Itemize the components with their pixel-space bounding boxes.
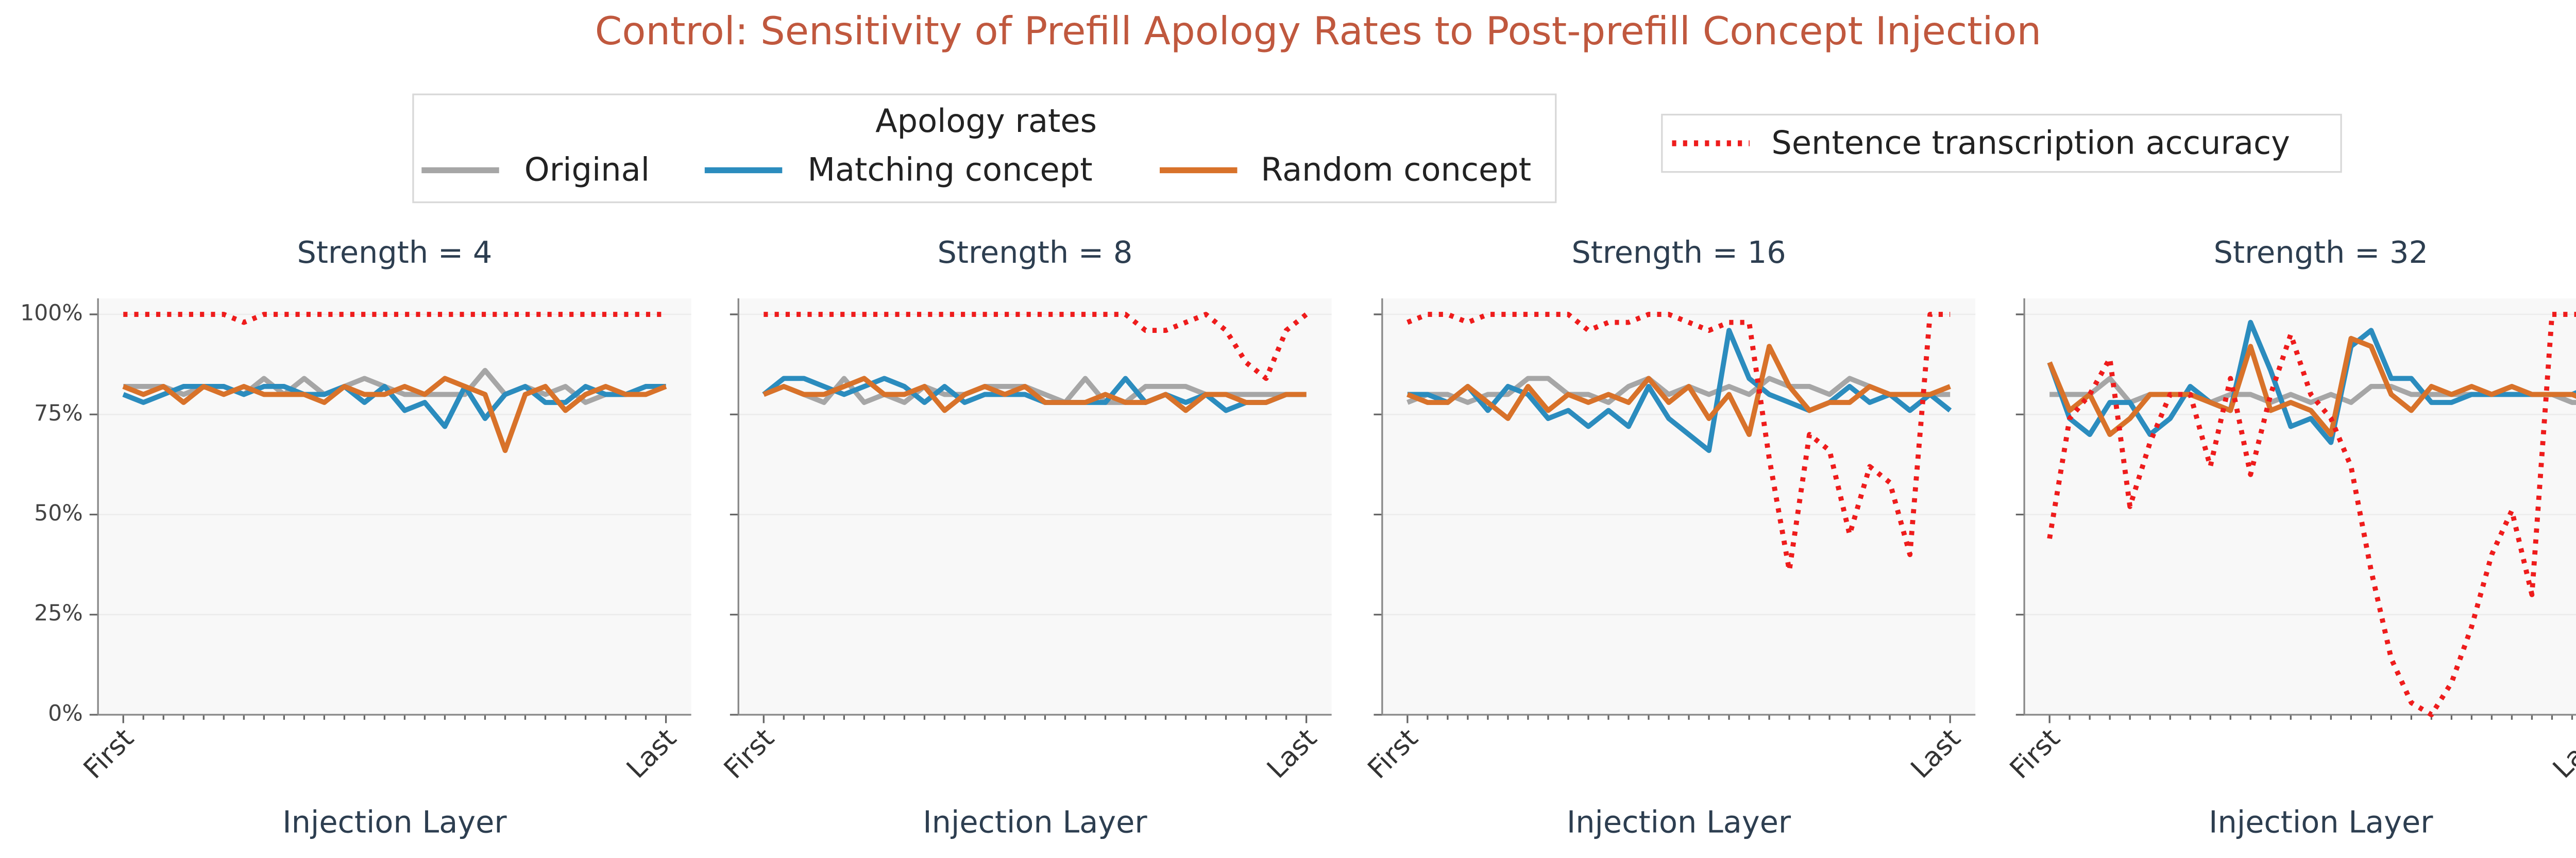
legend-label: Original (524, 151, 650, 189)
y-tick-label: 50% (34, 501, 83, 526)
x-tick-label: Last (621, 722, 683, 784)
x-axis-label: Injection Layer (923, 804, 1147, 840)
legend-box (412, 93, 1557, 204)
x-tick-label: First (718, 722, 780, 785)
panel-title: Strength = 4 (297, 234, 492, 270)
panel-title: Strength = 16 (1571, 234, 1786, 270)
series-line (1406, 376, 1951, 405)
plot-background (2024, 298, 2576, 715)
accuracy-line (123, 312, 666, 325)
series-line (122, 376, 667, 453)
y-tick-label: 25% (34, 601, 83, 626)
legend-title: Apology rates (875, 102, 1097, 140)
legend-label: Random concept (1261, 151, 1531, 189)
series-line (122, 383, 666, 429)
x-tick-label: Last (1261, 722, 1323, 784)
series-line (762, 376, 1307, 413)
x-tick-label: Last (1905, 722, 1967, 784)
legend-label: Sentence transcription accuracy (1771, 124, 2290, 161)
panel-title: Strength = 32 (2214, 234, 2428, 270)
panel-title: Strength = 8 (937, 234, 1132, 270)
legend-label: Matching concept (807, 151, 1092, 189)
x-tick-label: Last (2547, 722, 2576, 784)
x-tick-label: First (77, 722, 140, 785)
y-tick-label: 0% (48, 701, 82, 726)
plot-background (98, 298, 691, 715)
plot-background (738, 298, 1332, 715)
plot-background (1382, 298, 1976, 715)
y-tick-label: 75% (34, 401, 83, 426)
legend-box (1661, 113, 2342, 173)
x-axis-label: Injection Layer (2209, 804, 2433, 840)
y-tick-label: 100% (20, 301, 83, 326)
accuracy-line (2047, 312, 2576, 717)
chart-title: Control: Sensitivity of Prefill Apology … (595, 8, 2041, 54)
series-line (762, 376, 1307, 413)
x-axis-label: Injection Layer (282, 804, 507, 840)
accuracy-line (764, 312, 1308, 381)
x-tick-label: First (1362, 722, 1424, 785)
series-line (2047, 319, 2576, 445)
x-axis-label: Injection Layer (1567, 804, 1791, 840)
x-tick-label: First (2004, 722, 2066, 785)
accuracy-line (1406, 312, 1951, 574)
series-line (2047, 335, 2576, 438)
series-line (1406, 344, 1951, 438)
